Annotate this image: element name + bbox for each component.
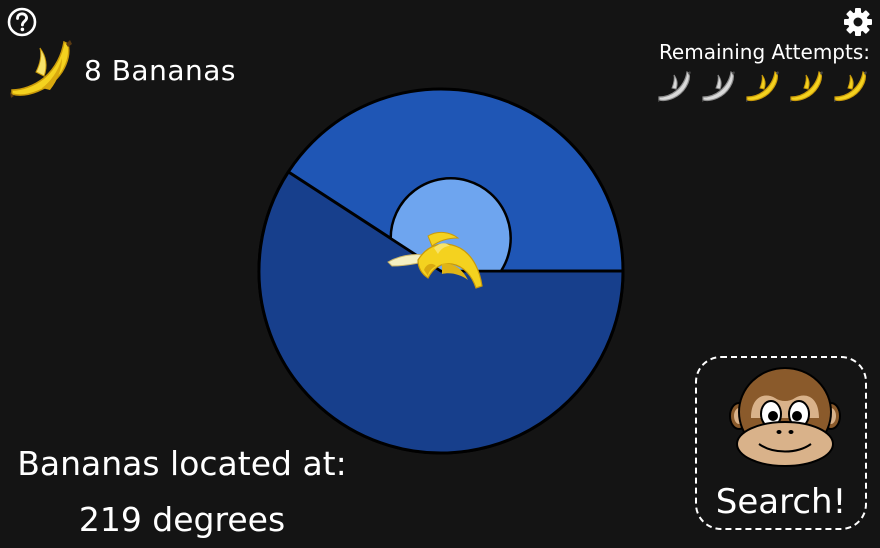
used-attempt-banana-icon bbox=[658, 71, 691, 102]
search-label: Search! bbox=[715, 482, 847, 522]
banana-location: Bananas located at: 219 degrees bbox=[0, 436, 364, 548]
attempts-label: Remaining Attempts: bbox=[658, 40, 870, 64]
question-circle-icon bbox=[7, 7, 37, 37]
remaining-attempts: Remaining Attempts: bbox=[640, 40, 870, 104]
banana-icon bbox=[10, 40, 72, 98]
attempt-icons bbox=[640, 70, 870, 104]
remaining-attempt-banana-icon bbox=[834, 71, 867, 102]
location-degrees: 219 degrees bbox=[78, 500, 286, 539]
monkey-face-icon bbox=[729, 367, 841, 467]
settings-button[interactable] bbox=[842, 6, 874, 38]
search-button[interactable]: Search! bbox=[695, 356, 867, 530]
gear-icon bbox=[844, 8, 872, 36]
remaining-attempt-banana-icon bbox=[790, 71, 823, 102]
dial-inner-circle bbox=[389, 177, 512, 273]
banana-count: 8 Bananas bbox=[84, 53, 236, 87]
remaining-attempt-banana-icon bbox=[746, 71, 779, 102]
angle-dial[interactable] bbox=[256, 86, 626, 456]
help-button[interactable] bbox=[6, 6, 38, 38]
angle-dial-graphic bbox=[257, 87, 625, 455]
banana-counter: 8 Bananas bbox=[6, 38, 236, 102]
peeled-banana-icon bbox=[387, 231, 483, 289]
location-label: Bananas located at: bbox=[17, 444, 347, 483]
used-attempt-banana-icon bbox=[702, 71, 735, 102]
dial-highlight-sector bbox=[257, 170, 625, 455]
